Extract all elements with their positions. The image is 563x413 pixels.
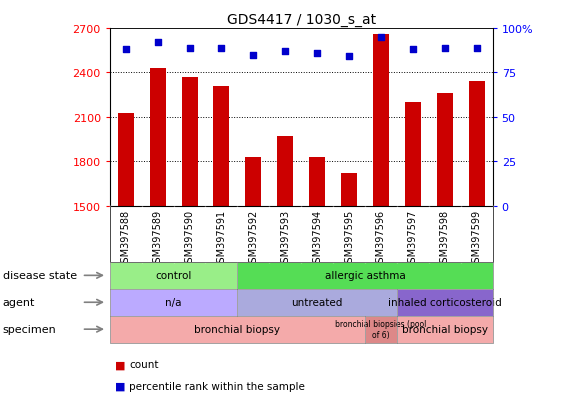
Text: bronchial biopsies (pool
of 6): bronchial biopsies (pool of 6) xyxy=(336,320,427,339)
Text: count: count xyxy=(129,359,159,369)
Point xyxy=(312,50,321,57)
Text: GSM397590: GSM397590 xyxy=(185,209,195,268)
Text: bronchial biopsy: bronchial biopsy xyxy=(194,324,280,335)
Point xyxy=(153,40,162,46)
Text: GSM397598: GSM397598 xyxy=(440,209,450,268)
Point xyxy=(281,49,290,55)
Bar xyxy=(373,35,389,206)
Text: GSM397591: GSM397591 xyxy=(216,209,226,268)
Point xyxy=(185,45,194,52)
Point xyxy=(121,47,130,54)
Text: untreated: untreated xyxy=(292,297,343,308)
Point xyxy=(408,47,417,54)
Title: GDS4417 / 1030_s_at: GDS4417 / 1030_s_at xyxy=(227,12,376,26)
Point xyxy=(440,45,449,52)
Bar xyxy=(182,78,198,206)
Text: agent: agent xyxy=(3,297,35,308)
Bar xyxy=(118,113,134,206)
Text: GSM397589: GSM397589 xyxy=(153,209,163,268)
Point xyxy=(249,52,258,59)
Bar xyxy=(468,82,485,206)
Text: specimen: specimen xyxy=(3,324,56,335)
Point xyxy=(217,45,226,52)
Point xyxy=(377,34,386,41)
Text: n/a: n/a xyxy=(166,297,182,308)
Text: GSM397596: GSM397596 xyxy=(376,209,386,268)
Bar xyxy=(309,158,325,206)
Bar xyxy=(405,103,421,206)
Text: disease state: disease state xyxy=(3,271,77,281)
Text: GSM397592: GSM397592 xyxy=(248,209,258,268)
Bar xyxy=(278,137,293,206)
Point xyxy=(472,45,481,52)
Text: percentile rank within the sample: percentile rank within the sample xyxy=(129,381,305,391)
Text: GSM397594: GSM397594 xyxy=(312,209,322,268)
Point xyxy=(345,54,354,61)
Text: control: control xyxy=(155,271,192,281)
Text: GSM397593: GSM397593 xyxy=(280,209,291,268)
Bar xyxy=(437,94,453,206)
Bar xyxy=(150,69,166,206)
Text: ■: ■ xyxy=(115,381,126,391)
Text: GSM397597: GSM397597 xyxy=(408,209,418,268)
Text: bronchial biopsy: bronchial biopsy xyxy=(402,324,488,335)
Text: GSM397599: GSM397599 xyxy=(472,209,482,268)
Text: ■: ■ xyxy=(115,359,126,369)
Bar xyxy=(245,158,261,206)
Bar xyxy=(213,87,230,206)
Bar xyxy=(341,174,357,206)
Text: GSM397595: GSM397595 xyxy=(344,209,354,268)
Text: inhaled corticosteroid: inhaled corticosteroid xyxy=(388,297,502,308)
Text: GSM397588: GSM397588 xyxy=(120,209,131,268)
Text: allergic asthma: allergic asthma xyxy=(325,271,405,281)
